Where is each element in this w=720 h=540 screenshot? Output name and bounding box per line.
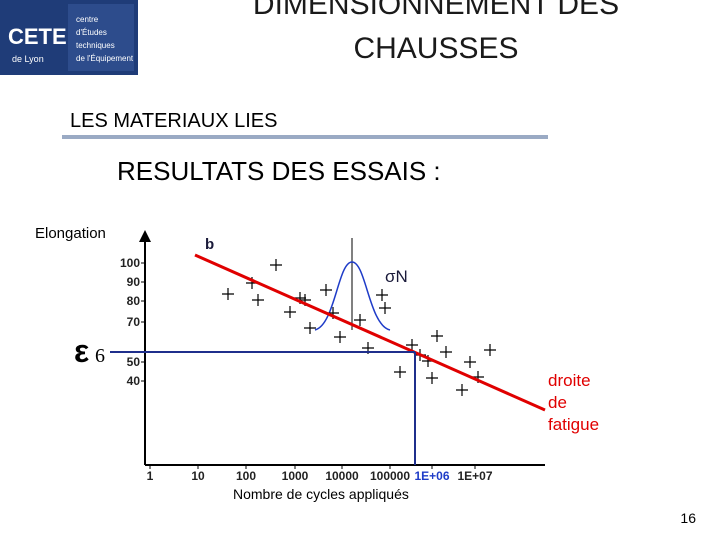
sigma-label: σN [385,267,408,286]
x-axis-label: Nombre de cycles appliqués [233,486,409,502]
x-tick-labels: 1 10 100 1000 10000 100000 1E+06 1E+07 [147,465,493,483]
x-tick-label: 1E+07 [457,469,492,483]
logo-city: de Lyon [12,54,44,64]
x-tick-label: 100000 [370,469,410,483]
axis-arrow [139,230,151,242]
logo-panel [68,4,134,71]
logo-line: techniques [76,41,115,50]
test-point [334,331,346,343]
y-tick-label: 80 [127,294,141,308]
title: CHAUSSES [353,32,518,65]
test-point [464,356,476,368]
x-tick-label: 100 [236,469,256,483]
page-number: 16 [680,510,696,526]
test-point [354,314,366,326]
test-point [406,339,418,351]
line-label: fatigue [548,415,599,434]
x-tick-label: 10000 [325,469,359,483]
epsilon-index: 6 [95,345,105,367]
x-tick-label: 1000 [282,469,309,483]
test-point [284,306,296,318]
slope-label: b [205,236,214,253]
test-point [456,384,468,396]
y-tick-label: 100 [120,256,140,270]
logo-name: CETE [8,24,67,49]
test-point [320,284,332,296]
y-tick-label: 90 [127,275,141,289]
test-point [431,330,443,342]
y-tick-labels: 100 90 80 70 50 40 [120,256,145,388]
heading: LES MATERIAUX LIES [70,110,277,132]
test-point [484,344,496,356]
epsilon-label: ε [74,333,89,369]
test-point [376,289,388,301]
logo-line: de l'Équipement [76,54,134,63]
test-point [379,302,391,314]
test-point [222,288,234,300]
x-tick-label: 1E+06 [414,469,449,483]
test-point [440,346,452,358]
y-tick-label: 50 [127,355,141,369]
test-point [304,322,316,334]
title: DIMENSIONNEMENT DES [253,0,619,21]
fatigue-line [194,253,546,412]
x-tick-label: 10 [191,469,205,483]
y-tick-label: 40 [127,374,141,388]
test-point [394,366,406,378]
heading-rule [62,135,548,139]
x-tick-label: 1 [147,469,154,483]
y-axis-label: Elongation [35,225,106,242]
line-label: droite [548,371,591,390]
test-point [270,259,282,271]
y-tick-label: 70 [127,315,141,329]
subheading: RESULTATS DES ESSAIS : [117,156,441,186]
test-point [252,294,264,306]
test-point [426,372,438,384]
logo-line: centre [76,15,99,24]
logo-line: d'Études [76,28,107,37]
line-label: de [548,393,567,412]
